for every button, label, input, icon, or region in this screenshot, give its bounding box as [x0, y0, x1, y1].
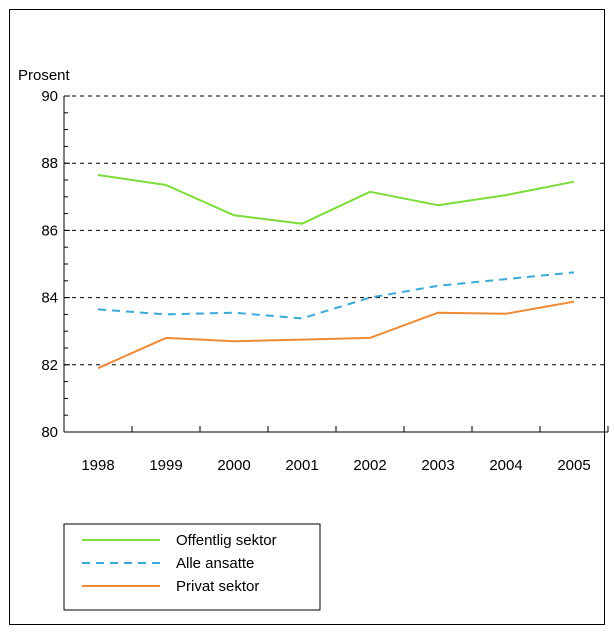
y-tick-label: 80 [41, 424, 58, 441]
series-line [97, 300, 575, 370]
y-tick-labels: 80 82 84 86 88 90 [41, 88, 58, 441]
legend-label: Alle ansatte [176, 555, 254, 572]
x-tick-labels: 1998 1999 2000 2001 2002 2003 2004 2005 [81, 457, 590, 474]
y-tick-label: 86 [41, 222, 58, 239]
x-tick-label: 2004 [489, 457, 522, 474]
x-tick-label: 1998 [81, 457, 114, 474]
series-lines [97, 174, 575, 370]
x-tick-label: 2003 [421, 457, 454, 474]
series-line [97, 174, 575, 225]
x-tick-label: 2005 [557, 457, 590, 474]
gridlines [64, 95, 608, 366]
legend-label: Privat sektor [176, 578, 259, 595]
x-tick-label: 1999 [149, 457, 182, 474]
legend: Offentlig sektor Alle ansatte Privat sekto… [63, 523, 321, 611]
x-tick-label: 2001 [285, 457, 318, 474]
y-tick-label: 84 [41, 290, 58, 307]
axes [63, 95, 609, 433]
legend-box [63, 523, 321, 611]
x-tick-label: 2000 [217, 457, 250, 474]
y-tick-label: 88 [41, 155, 58, 172]
legend-label: Offentlig sektor [176, 532, 277, 549]
series-line [97, 271, 575, 320]
chart-frame [9, 9, 605, 625]
y-tick-label: 90 [41, 88, 58, 105]
y-axis-label: Prosent [18, 67, 71, 84]
x-tick-label: 2002 [353, 457, 386, 474]
y-tick-label: 82 [41, 357, 58, 374]
